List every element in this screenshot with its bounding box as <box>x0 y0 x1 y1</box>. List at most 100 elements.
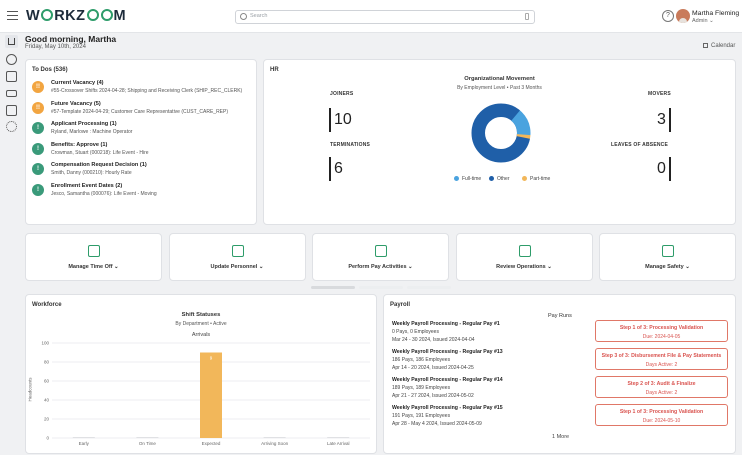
hamburger-menu-icon[interactable] <box>7 11 18 20</box>
org-movement-title: Organizational Movement <box>464 76 535 82</box>
bar-late-arrival[interactable] <box>327 437 350 438</box>
x-category-label: On Time <box>139 441 157 446</box>
calendar-link[interactable]: Calendar <box>703 43 735 49</box>
bar-arriving-soon[interactable] <box>263 437 286 438</box>
todo-subtitle: Crowman, Stuart (000218): Life Event - H… <box>51 149 149 156</box>
action-label[interactable]: Manage Time Off ⌄ <box>68 264 119 270</box>
pay-run[interactable]: Weekly Payroll Processing - Regular Pay … <box>392 377 503 399</box>
pay-run[interactable]: Weekly Payroll Processing - Regular Pay … <box>392 321 500 343</box>
legend-item[interactable]: Other <box>489 176 510 182</box>
avatar[interactable] <box>676 9 690 23</box>
pay-run-step: Step 3 of 3: Disbursement File & Pay Sta… <box>601 353 722 359</box>
pay-run-status[interactable]: Step 2 of 3: Audit & Finalize Days Activ… <box>595 376 728 398</box>
sidebar-money-icon[interactable] <box>6 90 17 97</box>
pay-run-title[interactable]: Weekly Payroll Processing - Regular Pay … <box>392 321 500 327</box>
bar-value-label: 9 <box>210 356 213 361</box>
pay-run-dates: Mar 24 - 30 2024, Issued 2024-04-04 <box>392 337 475 343</box>
pay-run-status[interactable]: Step 1 of 3: Processing Validation Due: … <box>595 404 728 426</box>
bar-on-time[interactable] <box>136 437 159 438</box>
todo-alert-icon: ! <box>32 183 44 196</box>
pay-runs-title: Pay Runs <box>548 313 572 319</box>
legend-swatch <box>489 176 494 181</box>
y-tick-label: 40 <box>44 398 50 403</box>
search-input[interactable]: Search <box>235 10 535 24</box>
pay-run-counts: 191 Pays, 191 Employees <box>392 413 451 419</box>
person-circle-icon <box>231 245 244 257</box>
y-tick-label: 100 <box>41 341 49 346</box>
pay-run-status[interactable]: Step 3 of 3: Disbursement File & Pay Sta… <box>595 348 728 370</box>
pay-run-dates: Apr 14 - 20 2024, Issued 2024-04-25 <box>392 365 474 371</box>
bar-early[interactable] <box>72 437 95 438</box>
todo-title[interactable]: Future Vacancy (5) <box>51 100 101 107</box>
money-icon <box>375 245 387 257</box>
x-category-label: Late Arrival <box>327 441 350 446</box>
help-icon[interactable]: ? <box>662 10 674 22</box>
loa-value[interactable]: 0 <box>657 160 666 177</box>
arrivals-chart-title: Arrivals <box>191 332 211 338</box>
pay-run-counts: 189 Pays, 189 Employees <box>392 385 451 391</box>
more-link[interactable]: 1 More <box>552 434 570 440</box>
sidebar <box>0 33 24 450</box>
todo-title[interactable]: Enrollment Event Dates (2) <box>51 182 123 189</box>
action-tile[interactable]: Update Personnel ⌄ <box>168 233 306 281</box>
sidebar-home-icon[interactable] <box>5 35 18 48</box>
y-tick-label: 80 <box>44 360 50 365</box>
pay-run-status[interactable]: Step 1 of 3: Processing Validation Due: … <box>595 320 728 342</box>
sidebar-person-icon[interactable] <box>6 54 17 65</box>
bar-expected[interactable] <box>200 352 222 439</box>
terminations-value[interactable]: 6 <box>334 160 343 177</box>
sidebar-calendar-icon[interactable] <box>6 71 17 82</box>
pay-run-dates: Apr 28 - May 4 2024, Issued 2024-05-09 <box>392 421 482 427</box>
legend-item[interactable]: Part-time <box>522 176 550 182</box>
action-tile[interactable]: Manage Safety ⌄ <box>599 233 736 281</box>
workforce-title: Workforce <box>32 302 62 308</box>
todo-alert-icon: ! <box>32 142 44 155</box>
sidebar-edit-icon[interactable] <box>6 105 17 116</box>
donut-parttime-slice[interactable] <box>471 103 531 163</box>
shift-statuses-subtitle: By Department • Active <box>175 321 227 327</box>
todo-title[interactable]: Compensation Request Decision (1) <box>51 162 147 168</box>
y-tick-label: 20 <box>44 417 50 422</box>
todo-title[interactable]: Applicant Processing (1) <box>51 121 117 127</box>
legend-swatch <box>522 176 527 181</box>
movers-value[interactable]: 3 <box>657 111 666 128</box>
todo-title[interactable]: Current Vacancy (4) <box>51 80 104 86</box>
user-role[interactable]: Admin ⌄ <box>692 18 714 24</box>
carousel-page-2[interactable] <box>359 286 403 289</box>
user-name[interactable]: Martha Fleming <box>692 10 740 17</box>
pay-run-title[interactable]: Weekly Payroll Processing - Regular Pay … <box>392 405 503 411</box>
hr-card: HR JOINERS 10 TERMINATIONS 6 MOVERS 3 LE… <box>263 59 736 225</box>
sidebar-settings-icon[interactable] <box>6 121 17 132</box>
pay-run-counts: 0 Pays, 0 Employees <box>392 329 439 335</box>
x-category-label: Arriving Soon <box>261 441 289 446</box>
legend-item[interactable]: Full-time <box>454 176 481 182</box>
action-tile[interactable]: Manage Time Off ⌄ <box>25 233 162 281</box>
pay-run[interactable]: Weekly Payroll Processing - Regular Pay … <box>392 405 503 427</box>
todo-subtitle: Jesco, Samantha (000076): Life Event - M… <box>51 190 157 197</box>
carousel-page-3[interactable] <box>407 286 451 289</box>
action-label[interactable]: Review Operations ⌄ <box>496 264 552 270</box>
action-label[interactable]: Manage Safety ⌄ <box>645 264 690 270</box>
org-movement-subtitle: By Employment Level • Past 3 Months <box>457 85 542 91</box>
pay-run-detail: Due: 2024-05-10 <box>642 418 681 424</box>
todo-alert-icon: !! <box>32 81 44 93</box>
workzoom-logo[interactable]: W RKZ M <box>26 8 127 24</box>
calendar-x-icon <box>88 245 100 257</box>
pay-run-title[interactable]: Weekly Payroll Processing - Regular Pay … <box>392 377 503 383</box>
pay-run[interactable]: Weekly Payroll Processing - Regular Pay … <box>392 349 503 371</box>
arrivals-chart[interactable]: 0 20 40 60 80 100 Early On Time 9 Expected Arrivin… <box>26 295 378 455</box>
action-label[interactable]: Update Personnel ⌄ <box>210 264 264 270</box>
todo-subtitle: Ryland, Marlowe : Machine Operator <box>51 129 133 135</box>
todo-alert-icon: ! <box>32 163 44 175</box>
org-movement-donut[interactable] <box>470 102 532 164</box>
pay-run-title[interactable]: Weekly Payroll Processing - Regular Pay … <box>392 349 503 355</box>
joiners-value[interactable]: 10 <box>334 111 352 128</box>
legend-swatch <box>454 176 459 181</box>
action-label[interactable]: Perform Pay Activities ⌄ <box>348 264 413 270</box>
action-tile[interactable]: Review Operations ⌄ <box>455 233 593 281</box>
pay-run-step: Step 1 of 3: Processing Validation <box>619 325 704 331</box>
carousel-page-1[interactable] <box>311 286 355 289</box>
donut-fulltime-slice[interactable] <box>470 102 532 164</box>
todo-title[interactable]: Benefits: Approve (1) <box>51 141 108 148</box>
action-tile[interactable]: Perform Pay Activities ⌄ <box>312 233 449 281</box>
